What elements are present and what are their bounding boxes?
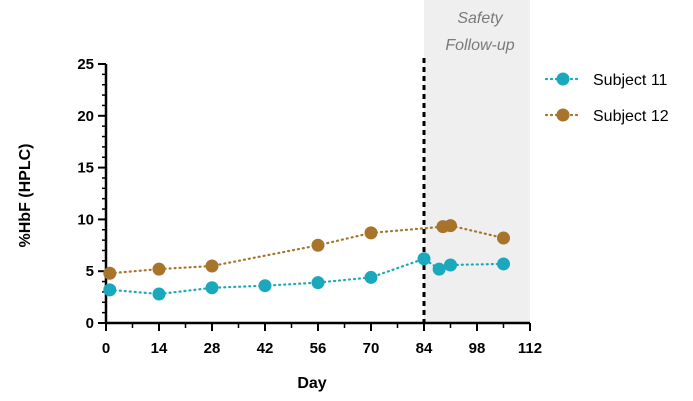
data-point bbox=[497, 231, 510, 245]
y-tick-label: 10 bbox=[77, 211, 94, 228]
legend-label: Subject 12 bbox=[593, 108, 669, 125]
data-point bbox=[205, 259, 219, 273]
axes: 0 5 10 15 20 25 0 14 28 42 56 70 84 98 112 bbox=[77, 56, 542, 357]
legend-label: Subject 11 bbox=[593, 72, 668, 89]
y-tick-label: 25 bbox=[77, 56, 94, 73]
data-point bbox=[364, 226, 378, 240]
data-point bbox=[444, 219, 457, 233]
data-point bbox=[152, 287, 166, 301]
data-point bbox=[152, 262, 166, 276]
data-point bbox=[103, 266, 117, 280]
y-tick-label: 5 bbox=[86, 263, 94, 280]
data-point bbox=[364, 270, 378, 284]
x-tick-label: 56 bbox=[310, 340, 327, 357]
x-tick-label: 0 bbox=[102, 340, 110, 357]
y-axis-title: %HbF (HPLC) bbox=[17, 144, 34, 248]
x-tick-label: 14 bbox=[151, 340, 168, 357]
data-point bbox=[497, 257, 510, 271]
x-tick-label: 112 bbox=[518, 340, 542, 357]
series-line bbox=[108, 257, 505, 296]
data-point bbox=[432, 262, 446, 276]
data-point bbox=[103, 283, 117, 297]
data-point bbox=[311, 276, 325, 290]
x-tick-label: 70 bbox=[363, 340, 380, 357]
legend-marker bbox=[556, 108, 570, 122]
legend: Subject 11 Subject 12 bbox=[544, 72, 669, 125]
series-1 bbox=[103, 252, 510, 301]
x-tick-label: 98 bbox=[469, 340, 486, 357]
series-layer bbox=[103, 219, 510, 301]
data-point bbox=[444, 258, 457, 272]
data-point bbox=[311, 238, 325, 252]
x-tick-label: 42 bbox=[257, 340, 274, 357]
y-tick-label: 20 bbox=[77, 108, 94, 125]
x-axis-title: Day bbox=[297, 375, 326, 392]
data-point bbox=[417, 252, 431, 266]
x-tick-label: 84 bbox=[416, 340, 433, 357]
legend-marker bbox=[556, 72, 570, 86]
region-label-line2: Follow-up bbox=[445, 37, 514, 54]
x-tick-label: 28 bbox=[204, 340, 221, 357]
y-tick-label: 15 bbox=[77, 160, 94, 177]
legend-item-2: Subject 12 bbox=[544, 108, 669, 125]
series-2 bbox=[103, 219, 510, 280]
data-point bbox=[258, 279, 272, 293]
region-label-line1: Safety bbox=[457, 10, 503, 27]
legend-item-1: Subject 11 bbox=[544, 72, 668, 89]
data-point bbox=[205, 281, 219, 295]
y-tick-label: 0 bbox=[86, 315, 94, 332]
